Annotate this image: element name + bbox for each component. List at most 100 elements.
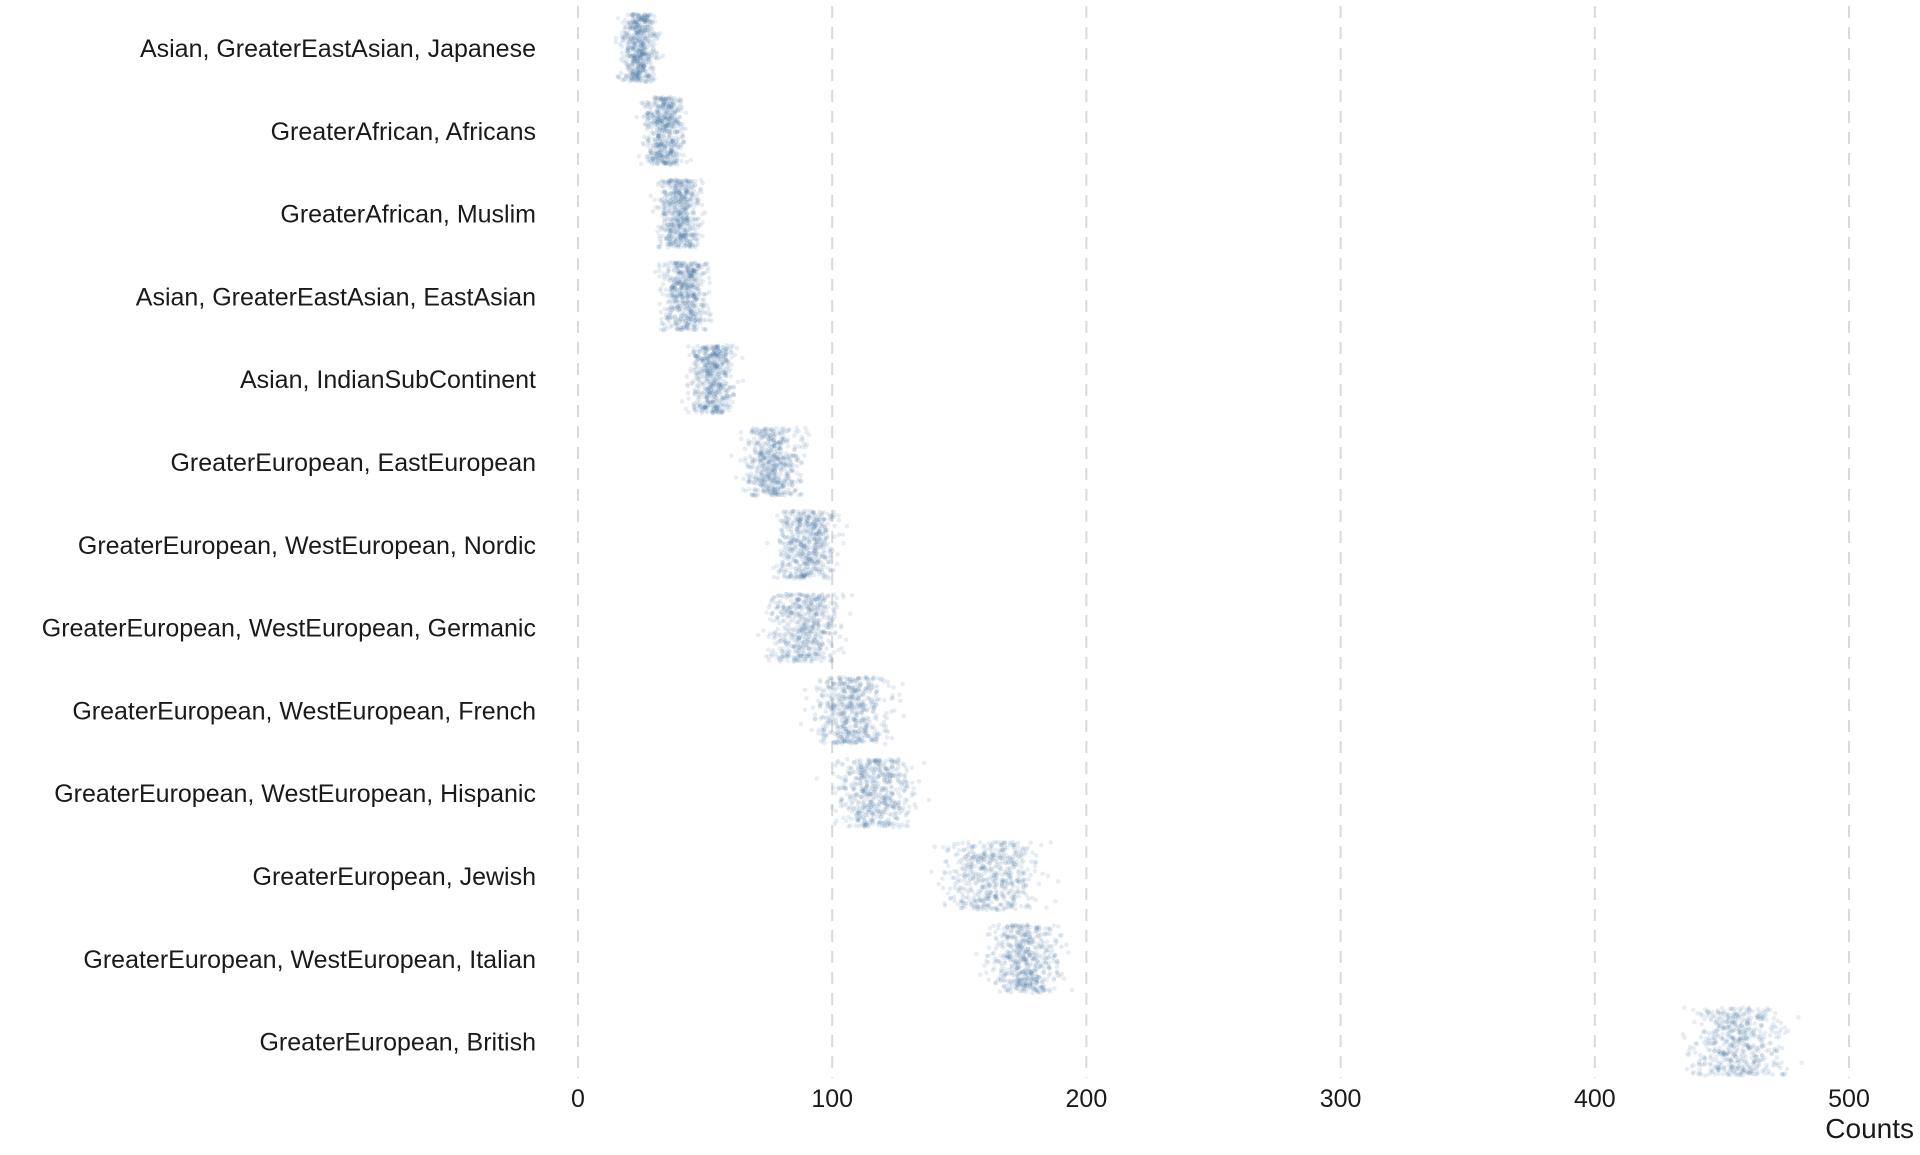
data-point bbox=[833, 791, 838, 796]
data-point bbox=[869, 697, 874, 702]
data-point bbox=[844, 802, 849, 807]
data-point bbox=[816, 607, 821, 612]
data-point bbox=[677, 306, 682, 311]
data-point bbox=[769, 429, 774, 434]
data-point bbox=[807, 616, 812, 621]
data-point bbox=[789, 593, 794, 598]
data-point bbox=[646, 111, 651, 116]
data-point bbox=[704, 378, 709, 383]
data-point bbox=[777, 658, 782, 663]
data-point bbox=[819, 552, 824, 557]
data-point bbox=[663, 190, 668, 195]
data-point bbox=[691, 350, 696, 355]
data-point bbox=[801, 617, 806, 622]
data-point bbox=[910, 793, 915, 798]
data-point bbox=[693, 391, 698, 396]
data-point bbox=[776, 486, 781, 491]
data-point bbox=[764, 610, 769, 615]
data-point bbox=[827, 679, 832, 684]
data-point bbox=[768, 632, 773, 637]
data-point bbox=[721, 345, 726, 350]
data-point bbox=[869, 701, 874, 706]
data-point bbox=[658, 310, 663, 315]
data-point bbox=[715, 364, 720, 369]
data-point bbox=[840, 732, 845, 737]
data-point bbox=[657, 234, 662, 239]
strip-group bbox=[614, 12, 666, 84]
data-point bbox=[799, 473, 804, 478]
data-point bbox=[826, 593, 831, 598]
data-point bbox=[833, 630, 838, 635]
data-point bbox=[637, 16, 642, 21]
data-point bbox=[695, 217, 700, 222]
data-point bbox=[667, 161, 672, 166]
data-point bbox=[780, 594, 785, 599]
data-point bbox=[724, 353, 729, 358]
data-point bbox=[785, 609, 790, 614]
data-point bbox=[655, 155, 660, 160]
data-point bbox=[685, 190, 690, 195]
data-point bbox=[838, 634, 843, 639]
data-point bbox=[791, 463, 796, 468]
data-point bbox=[689, 233, 694, 238]
data-point bbox=[684, 179, 689, 184]
data-point bbox=[765, 541, 770, 546]
data-point bbox=[685, 294, 690, 299]
data-point bbox=[810, 522, 815, 527]
data-point bbox=[662, 155, 667, 160]
data-point bbox=[648, 74, 653, 79]
data-point bbox=[832, 515, 837, 520]
data-point bbox=[826, 560, 831, 565]
data-point bbox=[625, 66, 630, 71]
data-point bbox=[776, 571, 781, 576]
data-point bbox=[838, 680, 843, 685]
data-point bbox=[787, 654, 792, 659]
data-point bbox=[682, 325, 687, 330]
data-point bbox=[670, 207, 675, 212]
data-point bbox=[784, 516, 789, 521]
data-point bbox=[832, 650, 837, 655]
data-point bbox=[676, 219, 681, 224]
data-point bbox=[823, 721, 828, 726]
data-point bbox=[786, 547, 791, 552]
data-point bbox=[817, 531, 822, 536]
data-point bbox=[812, 537, 817, 542]
data-point bbox=[723, 396, 728, 401]
data-point bbox=[750, 460, 755, 465]
data-point bbox=[783, 632, 788, 637]
data-point bbox=[841, 592, 846, 597]
data-point bbox=[802, 628, 807, 633]
data-point bbox=[906, 819, 911, 824]
data-point bbox=[686, 397, 691, 402]
data-point bbox=[673, 178, 678, 183]
data-point bbox=[697, 397, 702, 402]
data-point bbox=[805, 530, 810, 535]
data-point bbox=[783, 493, 788, 498]
data-point bbox=[809, 728, 814, 733]
data-point bbox=[678, 292, 683, 297]
data-point bbox=[710, 395, 715, 400]
data-point bbox=[691, 304, 696, 309]
data-point bbox=[692, 268, 697, 273]
data-point bbox=[675, 204, 680, 209]
data-point bbox=[773, 641, 778, 646]
data-point bbox=[844, 638, 849, 643]
data-point bbox=[831, 717, 836, 722]
data-point bbox=[768, 454, 773, 459]
data-point bbox=[712, 404, 717, 409]
data-point bbox=[685, 198, 690, 203]
data-point bbox=[813, 717, 818, 722]
data-point bbox=[638, 79, 643, 84]
data-point bbox=[792, 645, 797, 650]
data-point bbox=[723, 391, 728, 396]
data-point bbox=[620, 50, 625, 55]
data-point bbox=[849, 693, 854, 698]
data-point bbox=[875, 689, 880, 694]
data-point bbox=[832, 592, 837, 597]
data-point bbox=[789, 632, 794, 637]
data-point bbox=[779, 636, 784, 641]
data-point bbox=[775, 564, 780, 569]
data-point bbox=[667, 278, 672, 283]
data-point bbox=[778, 539, 783, 544]
data-point bbox=[658, 288, 663, 293]
